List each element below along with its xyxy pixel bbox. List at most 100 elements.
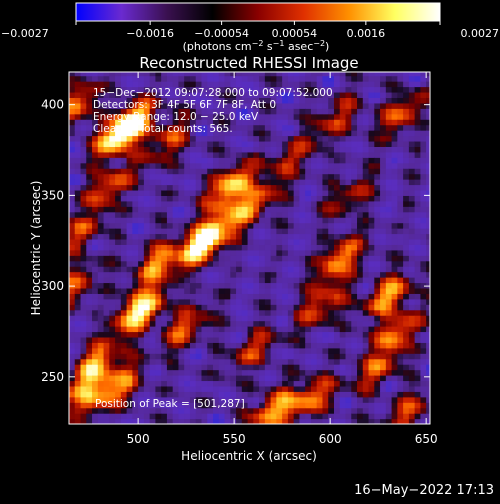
heatmap-cell <box>328 124 335 131</box>
heatmap-cell <box>241 222 249 229</box>
heatmap-cell <box>178 124 185 131</box>
heatmap-cell <box>247 168 254 175</box>
heatmap-cell <box>426 304 430 311</box>
heatmap-cell <box>103 298 110 305</box>
heatmap-cell <box>172 255 180 262</box>
heatmap-cell <box>316 179 324 186</box>
heatmap-cell <box>374 402 381 409</box>
heatmap-cell <box>86 336 93 343</box>
heatmap-cell <box>385 413 393 420</box>
heatmap-cell <box>132 113 139 120</box>
heatmap-cell <box>270 375 277 382</box>
heatmap-cell <box>149 206 157 213</box>
heatmap-cell <box>74 407 82 414</box>
heatmap-cell <box>172 331 180 338</box>
heatmap-cell <box>115 168 122 175</box>
heatmap-cell <box>189 217 197 224</box>
heatmap-cell <box>143 162 151 169</box>
heatmap-cell <box>184 233 191 240</box>
heatmap-cell <box>310 124 318 131</box>
heatmap-cell <box>184 81 191 88</box>
heatmap-cell <box>247 298 254 305</box>
heatmap-cell <box>241 72 249 77</box>
heatmap-cell <box>391 119 398 126</box>
heatmap-cell <box>305 86 312 93</box>
heatmap-cell <box>213 353 220 360</box>
heatmap-cell <box>264 206 272 213</box>
heatmap-cell <box>420 287 427 294</box>
heatmap-cell <box>132 238 139 245</box>
heatmap-cell <box>161 244 168 251</box>
heatmap-cell <box>207 277 214 284</box>
heatmap-cell <box>287 396 295 403</box>
heatmap-cell <box>276 97 283 104</box>
heatmap-cell <box>264 353 272 360</box>
heatmap-cell <box>426 179 430 186</box>
heatmap-cell <box>161 385 168 392</box>
heatmap-cell <box>80 168 87 175</box>
heatmap-cell <box>357 331 364 338</box>
heatmap-cell <box>403 385 410 392</box>
heatmap-cell <box>374 277 381 284</box>
heatmap-cell <box>184 211 191 218</box>
heatmap-cell <box>259 108 266 115</box>
heatmap-cell <box>426 271 430 278</box>
heatmap-cell <box>138 244 145 251</box>
heatmap-cell <box>403 140 410 147</box>
heatmap-cell <box>69 304 76 311</box>
heatmap-cell <box>92 135 99 142</box>
heatmap-cell <box>397 396 404 403</box>
heatmap-cell <box>374 81 381 88</box>
heatmap-cell <box>253 206 260 213</box>
heatmap-cell <box>241 140 249 147</box>
heatmap-cell <box>86 157 93 164</box>
heatmap-cell <box>97 326 105 333</box>
heatmap-cell <box>166 195 174 202</box>
heatmap-cell <box>385 315 393 322</box>
heatmap-cell <box>397 200 404 207</box>
heatmap-cell <box>207 309 214 316</box>
heatmap-cell <box>374 238 381 245</box>
heatmap-cell <box>420 238 427 245</box>
heatmap-cell <box>253 298 260 305</box>
heatmap-cell <box>126 206 133 213</box>
heatmap-cell <box>80 217 87 224</box>
heatmap-cell <box>276 342 283 349</box>
heatmap-cell <box>132 364 139 371</box>
heatmap-cell <box>293 315 301 322</box>
heatmap-cell <box>299 315 306 322</box>
heatmap-cell <box>333 315 341 322</box>
heatmap-cell <box>316 375 324 382</box>
heatmap-cell <box>189 271 197 278</box>
heatmap-cell <box>189 380 197 387</box>
heatmap-cell <box>368 304 375 311</box>
heatmap-cell <box>310 206 318 213</box>
heatmap-cell <box>92 336 99 343</box>
heatmap-cell <box>305 396 312 403</box>
heatmap-cell <box>132 266 139 273</box>
heatmap-cell <box>247 293 254 300</box>
heatmap-cell <box>120 168 128 175</box>
heatmap-cell <box>92 97 99 104</box>
heatmap-cell <box>362 326 370 333</box>
heatmap-cell <box>299 358 306 365</box>
heatmap-cell <box>385 375 393 382</box>
heatmap-cell <box>316 326 324 333</box>
heatmap-cell <box>293 102 301 109</box>
heatmap-cell <box>247 277 254 284</box>
heatmap-cell <box>420 309 427 316</box>
heatmap-cell <box>92 151 99 158</box>
heatmap-cell <box>149 385 157 392</box>
heatmap-cell <box>161 304 168 311</box>
heatmap-cell <box>328 238 335 245</box>
heatmap-cell <box>310 407 318 414</box>
heatmap-cell <box>155 200 162 207</box>
heatmap-cell <box>328 146 335 153</box>
heatmap-cell <box>126 124 133 131</box>
heatmap-cell <box>339 320 347 327</box>
heatmap-cell <box>80 124 87 131</box>
heatmap-cell <box>414 189 421 196</box>
heatmap-cell <box>97 222 105 229</box>
heatmap-cell <box>115 102 122 109</box>
heatmap-cell <box>380 222 387 229</box>
